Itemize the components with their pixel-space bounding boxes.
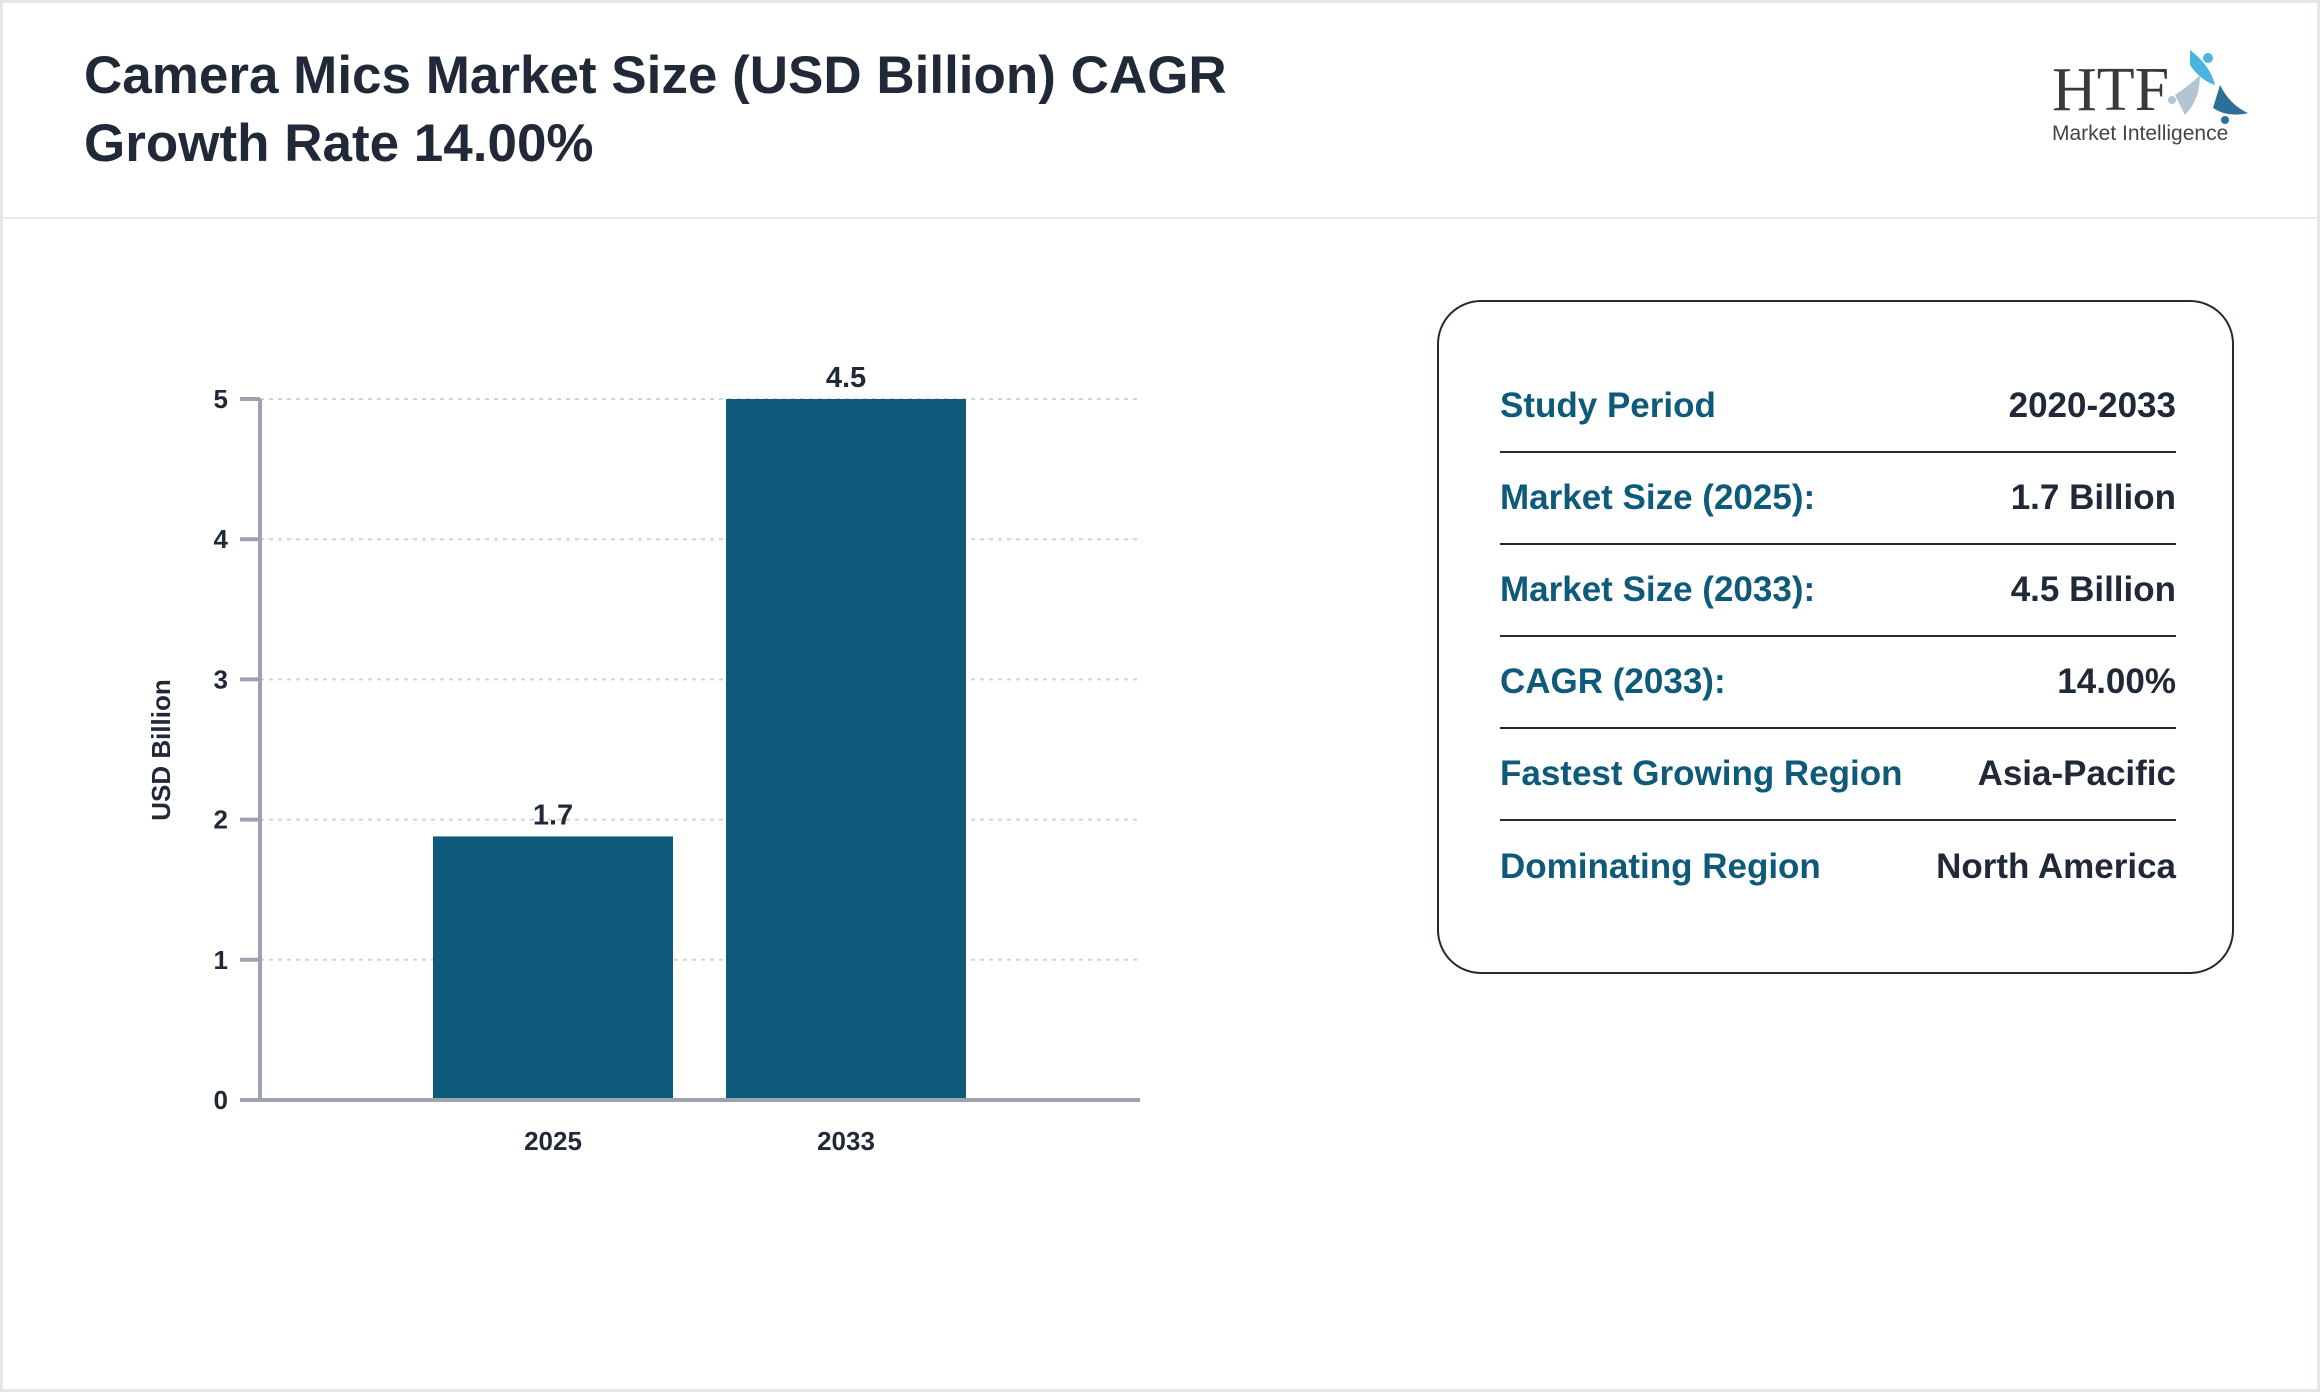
- svg-text:HTF: HTF: [2052, 56, 2169, 124]
- bar-2025: [433, 836, 673, 1100]
- gridlines: [260, 398, 1140, 1101]
- y-ticks: 0 1 2 3 4 5: [214, 384, 260, 1115]
- info-row: Dominating Region North America: [1500, 821, 2176, 913]
- htf-logo: HTF Market Intelligence: [2052, 50, 2248, 145]
- y-tick-label: 0: [214, 1085, 228, 1115]
- info-label: Market Size (2033):: [1500, 570, 1816, 609]
- info-row: Fastest Growing Region Asia-Pacific: [1500, 729, 2176, 821]
- y-tick-label: 1: [214, 945, 228, 975]
- info-row: Study Period 2020-2033: [1500, 361, 2176, 453]
- data-label: 4.5: [826, 362, 866, 394]
- y-tick-label: 5: [214, 384, 228, 414]
- info-value: Asia-Pacific: [1977, 754, 2176, 793]
- y-tick-label: 4: [214, 524, 229, 554]
- y-tick-label: 2: [214, 805, 228, 835]
- bar-chart: 1.7 4.5 0 1 2 3 4 5 2025 2033 USD Billion: [146, 362, 1140, 1156]
- info-label: Market Size (2025):: [1500, 478, 1816, 517]
- info-value: North America: [1936, 847, 2176, 886]
- bars: 1.7 4.5: [433, 362, 966, 1100]
- info-row: CAGR (2033): 14.00%: [1500, 637, 2176, 729]
- bar-2033: [726, 399, 966, 1100]
- info-value: 14.00%: [2057, 662, 2176, 701]
- info-value: 2020-2033: [2008, 386, 2176, 425]
- info-label: Study Period: [1500, 386, 1716, 425]
- info-row: Market Size (2025): 1.7 Billion: [1500, 453, 2176, 545]
- page-title: Camera Mics Market Size (USD Billion) CA…: [84, 46, 1227, 173]
- info-value: 1.7 Billion: [2010, 478, 2176, 517]
- info-value: 4.5 Billion: [2010, 570, 2176, 609]
- header: Camera Mics Market Size (USD Billion) CA…: [0, 0, 2320, 219]
- y-axis-label: USD Billion: [146, 679, 176, 821]
- x-tick-labels: 2025 2033: [524, 1126, 875, 1156]
- x-tick-label: 2025: [524, 1126, 582, 1156]
- data-label: 1.7: [533, 799, 573, 831]
- info-card: Study Period 2020-2033 Market Size (2025)…: [1437, 300, 2234, 974]
- svg-text:Market Intelligence: Market Intelligence: [2052, 122, 2228, 145]
- x-tick-label: 2033: [817, 1126, 875, 1156]
- info-label: Fastest Growing Region: [1500, 754, 1903, 793]
- info-label: Dominating Region: [1500, 847, 1821, 886]
- info-row: Market Size (2033): 4.5 Billion: [1500, 545, 2176, 637]
- y-tick-label: 3: [214, 664, 228, 694]
- info-label: CAGR (2033):: [1500, 662, 1726, 701]
